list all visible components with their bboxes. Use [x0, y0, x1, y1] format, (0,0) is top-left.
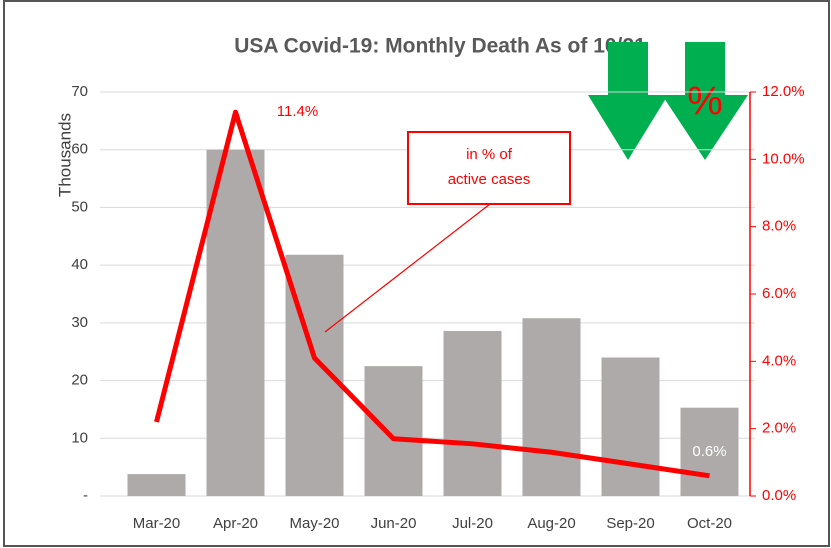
y2-tick-label: 8.0%	[762, 218, 796, 235]
line-series	[154, 109, 710, 479]
x-tick-label: Apr-20	[213, 515, 258, 532]
down-arrow-icon	[588, 42, 668, 160]
chart-title: USA Covid-19: Monthly Death As of 10/21	[234, 35, 646, 58]
bar	[127, 474, 186, 496]
y2-tick-label: 12.0%	[762, 83, 805, 100]
y2-tick-label: 6.0%	[762, 285, 796, 302]
y2-tick-label: 4.0%	[762, 352, 796, 369]
y-tick-label: 60	[71, 141, 88, 158]
bar	[364, 366, 423, 496]
data-label: 0.6%	[692, 443, 726, 460]
annotation-text: in % of	[466, 146, 513, 163]
y-tick-label: 70	[71, 83, 88, 100]
y-tick-label: -	[83, 487, 88, 504]
y2-tick-label: 0.0%	[762, 487, 796, 504]
x-tick-label: Jun-20	[371, 515, 417, 532]
bar	[680, 407, 739, 496]
y2-tick-label: 10.0%	[762, 150, 805, 167]
x-tick-label: May-20	[289, 515, 339, 532]
x-tick-label: Aug-20	[527, 515, 575, 532]
data-label: 11.4%	[277, 103, 318, 120]
y-tick-label: 40	[71, 256, 88, 273]
bar	[206, 149, 265, 496]
y-tick-label: 50	[71, 198, 88, 215]
annotation-box	[407, 131, 571, 205]
down-arrow-icon	[662, 42, 748, 160]
bar	[443, 330, 502, 496]
bar	[522, 318, 581, 496]
icon-text: %	[687, 80, 723, 124]
y-tick-label: 30	[71, 314, 88, 331]
y2-tick-label: 2.0%	[762, 420, 796, 437]
y-tick-label: 10	[71, 429, 88, 446]
bar	[601, 357, 660, 496]
y-tick-label: 20	[71, 372, 88, 389]
x-tick-label: Mar-20	[133, 515, 181, 532]
y-axis-label: Thousands	[55, 113, 74, 197]
callout-line	[324, 203, 491, 333]
x-tick-label: Jul-20	[452, 515, 493, 532]
x-tick-label: Oct-20	[687, 515, 732, 532]
x-tick-label: Sep-20	[606, 515, 654, 532]
annotation-text: active cases	[448, 171, 531, 188]
